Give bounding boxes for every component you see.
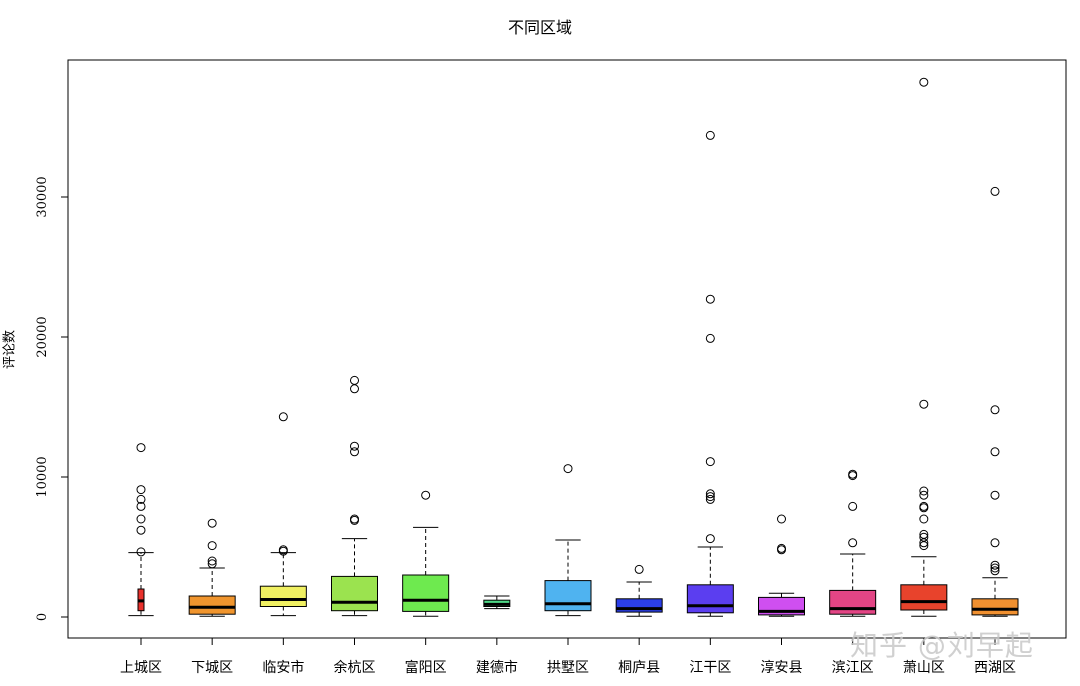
box-group (483, 595, 511, 610)
box-group (402, 490, 450, 617)
box (259, 585, 307, 608)
outlier-point (705, 130, 715, 140)
outlier-point (919, 532, 929, 542)
x-tick-label: 西湖区 (974, 660, 1016, 676)
box-group (259, 412, 307, 617)
outlier-point (777, 543, 786, 553)
outlier-point (421, 490, 431, 500)
outlier-point (777, 514, 786, 524)
outlier-point (136, 485, 146, 495)
y-tick-label: 20000 (35, 316, 50, 357)
outlier-point (919, 501, 929, 511)
outlier-point (207, 518, 217, 528)
outlier-point (136, 514, 146, 524)
outlier-point (350, 514, 359, 524)
x-tick-label: 建德市 (476, 659, 518, 676)
y-tick-label: 10000 (35, 456, 50, 497)
outlier-point (990, 538, 1000, 548)
box-group (900, 77, 948, 617)
box-group (544, 464, 592, 617)
outlier-point (207, 559, 217, 569)
outlier-point (350, 375, 359, 385)
box-group (188, 518, 236, 617)
outlier-point (634, 564, 644, 574)
outlier-point (705, 494, 715, 504)
outlier-point (136, 443, 146, 453)
outlier-point (350, 447, 359, 457)
outlier-point (990, 490, 1000, 500)
outlier-point (705, 333, 715, 343)
outlier-point (919, 399, 929, 409)
box (829, 589, 877, 615)
outlier-point (207, 556, 217, 566)
box-group (686, 130, 734, 617)
x-tick-label: 桐庐县 (618, 660, 660, 676)
box (900, 584, 948, 611)
outlier-point (136, 501, 146, 511)
x-tick-label: 上城区 (120, 660, 162, 676)
box-group (128, 443, 154, 617)
box (615, 598, 663, 613)
outlier-point (136, 525, 146, 535)
x-tick-label: 临安市 (262, 659, 304, 676)
watermark: 知乎 @刘早起 (850, 629, 1034, 662)
y-tick-label: 0 (35, 613, 50, 621)
box-group (758, 514, 805, 617)
x-tick-label: 富阳区 (405, 659, 447, 676)
outlier-point (919, 514, 929, 524)
outlier-point (919, 490, 929, 500)
outlier-point (990, 560, 1000, 570)
outlier-point (990, 563, 1000, 573)
outlier-point (278, 545, 288, 555)
x-tick-label: 淳安县 (761, 659, 803, 676)
box-group (829, 469, 877, 617)
outlier-point (848, 469, 858, 479)
outlier-point (563, 464, 573, 474)
outlier-point (848, 538, 858, 548)
x-tick-label: 滨江区 (832, 660, 874, 676)
outlier-point (136, 494, 146, 504)
box-group (331, 375, 378, 617)
outlier-point (990, 186, 1000, 196)
plot-frame (67, 59, 1067, 639)
outlier-point (207, 541, 217, 551)
outlier-point (705, 492, 715, 502)
box (331, 575, 378, 612)
box (686, 584, 734, 614)
outlier-point (278, 412, 288, 422)
box-group (971, 186, 1019, 617)
outlier-point (705, 294, 715, 304)
outlier-point (848, 501, 858, 511)
x-tick-label: 余杭区 (334, 659, 376, 676)
outlier-point (919, 486, 929, 496)
outlier-point (990, 566, 1000, 576)
outlier-point (990, 447, 1000, 457)
box (402, 574, 450, 612)
outlier-point (705, 534, 715, 544)
x-tick-label: 下城区 (191, 660, 233, 676)
box (188, 595, 236, 615)
x-tick-label: 萧山区 (903, 660, 945, 676)
outlier-point (350, 384, 359, 394)
outlier-point (705, 457, 715, 467)
outlier-point (350, 441, 359, 451)
box (544, 580, 592, 612)
y-tick-label: 30000 (35, 176, 50, 217)
outlier-point (136, 547, 146, 557)
box (971, 598, 1019, 616)
x-tick-label: 拱墅区 (547, 660, 589, 676)
outlier-point (919, 77, 929, 87)
box-group (615, 564, 663, 617)
x-tick-label: 江干区 (689, 660, 731, 676)
y-axis-label: 评论数 (2, 330, 18, 370)
outlier-point (990, 405, 1000, 415)
outlier-point (705, 489, 715, 499)
chart-title: 不同区域 (507, 18, 572, 37)
outlier-point (919, 529, 929, 539)
